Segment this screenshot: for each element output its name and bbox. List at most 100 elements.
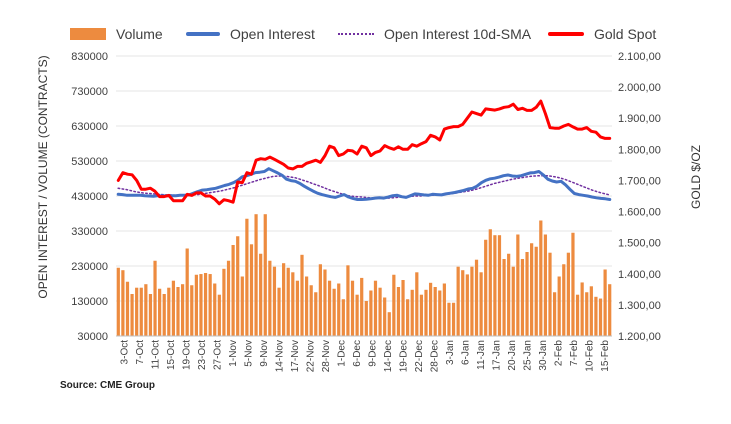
y-tick-left: 430000	[71, 191, 108, 203]
volume-bar	[254, 214, 258, 336]
volume-bar	[337, 283, 341, 336]
legend-item-open-interest: Open Interest	[186, 24, 315, 44]
chart-legend: Volume Open Interest Open Interest 10d-S…	[70, 24, 710, 44]
volume-bar	[598, 298, 603, 336]
volume-bar	[213, 283, 217, 336]
x-tick-label: 23-Oct	[197, 340, 208, 370]
volume-bar	[373, 280, 378, 336]
y-tick-right: 1.200,00	[618, 331, 661, 343]
volume-bar	[364, 301, 368, 336]
x-tick-label: 28-Dec	[429, 340, 440, 372]
volume-bar	[282, 263, 286, 336]
volume-bar	[378, 287, 382, 336]
volume-bar	[144, 284, 148, 336]
volume-bar	[585, 292, 589, 336]
volume-bar	[603, 269, 607, 336]
volume-bar	[346, 265, 350, 336]
x-tick-label: 22-Dec	[414, 340, 425, 372]
x-tick-label: 17-Jan	[491, 340, 502, 371]
y-tick-left: 230000	[71, 261, 108, 273]
y-tick-right: 2.100,00	[618, 51, 661, 63]
volume-bar	[566, 252, 570, 336]
source-note: Source: CME Group	[60, 380, 156, 391]
x-tick-label: 25-Jan	[522, 340, 533, 371]
volume-bar	[268, 260, 272, 336]
volume-bar	[139, 287, 143, 336]
volume-bar	[327, 280, 332, 336]
volume-bar	[249, 244, 254, 336]
volume-bar	[130, 294, 134, 336]
volume-bar	[525, 252, 529, 336]
volume-bar	[511, 266, 515, 336]
volume-bar	[203, 273, 208, 336]
volume-bar	[332, 288, 336, 336]
volume-bar	[516, 234, 520, 336]
y-ticks-left: 830000 730000 630000 530000 430000 330000 2300…	[71, 51, 108, 343]
volume-bar	[507, 253, 511, 336]
volume-bar	[116, 267, 120, 336]
volume-bar	[240, 276, 244, 336]
volume-bar	[410, 289, 414, 336]
y-axis-label-right: GOLD $/OZ	[689, 144, 703, 210]
volume-bar	[447, 302, 451, 336]
volume-bar	[226, 260, 231, 336]
volume-bar	[383, 297, 387, 336]
volume-bars	[116, 214, 612, 336]
volume-bar	[502, 259, 506, 336]
y-tick-left: 530000	[71, 156, 108, 168]
volume-bar	[433, 287, 437, 336]
volume-bar	[406, 299, 410, 336]
x-tick-label: 28-Nov	[321, 340, 332, 372]
volume-bar	[589, 286, 593, 336]
y-ticks-right: 2.100,00 2.000,00 1.900,00 1.800,00 1.700,00…	[618, 51, 661, 343]
volume-bar	[360, 277, 364, 336]
volume-bar	[419, 294, 424, 336]
volume-bar	[245, 218, 249, 336]
y-tick-right: 1.600,00	[618, 207, 661, 219]
volume-bar	[314, 292, 318, 336]
x-tick-label: 22-Nov	[305, 340, 316, 372]
volume-bar	[236, 236, 240, 336]
x-tick-label: 6-Dec	[352, 340, 363, 367]
volume-bar	[277, 287, 281, 336]
volume-bar	[176, 287, 180, 336]
volume-bar	[470, 266, 474, 336]
volume-bar	[442, 283, 446, 336]
series-lines	[116, 99, 612, 206]
volume-bar	[493, 235, 497, 336]
volume-bar	[231, 245, 235, 336]
volume-bar	[401, 280, 405, 336]
volume-bar	[543, 234, 548, 336]
x-tick-label: 10-Feb	[584, 340, 595, 372]
x-tick-label: 9-Dec	[367, 340, 378, 367]
legend-swatch-volume	[70, 28, 106, 40]
y-tick-left: 630000	[71, 121, 108, 133]
y-tick-left: 830000	[71, 51, 108, 63]
volume-bar	[300, 254, 304, 336]
x-tick-label: 3-Jan	[445, 340, 456, 365]
x-tick-label: 15-Oct	[166, 340, 177, 370]
x-tick-label: 6-Jan	[460, 340, 471, 365]
volume-bar	[369, 290, 373, 336]
x-tick-label: 1-Nov	[228, 340, 239, 367]
volume-bar	[199, 274, 203, 336]
y-tick-left: 30000	[77, 331, 108, 343]
legend-label-gold: Gold Spot	[594, 26, 657, 42]
volume-bar	[295, 280, 300, 336]
x-ticks: 3-Oct 7-Oct 11-Oct 15-Oct 19-Oct 23-Oct 27-Oct…	[119, 340, 611, 373]
y-tick-right: 2.000,00	[618, 82, 661, 94]
volume-bar	[318, 264, 322, 336]
x-tick-label: 11-Oct	[150, 340, 161, 369]
x-tick-label: 7-Feb	[569, 340, 580, 367]
x-tick-label: 27-Oct	[212, 340, 223, 370]
volume-bar	[488, 229, 492, 336]
x-tick-label: 14-Dec	[383, 340, 394, 372]
volume-bar	[387, 312, 391, 336]
x-tick-label: 15-Feb	[600, 340, 611, 372]
volume-bar	[162, 294, 166, 336]
volume-bar	[259, 253, 263, 336]
volume-bar	[484, 239, 488, 336]
y-tick-right: 1.700,00	[618, 175, 661, 187]
volume-bar	[392, 274, 396, 336]
